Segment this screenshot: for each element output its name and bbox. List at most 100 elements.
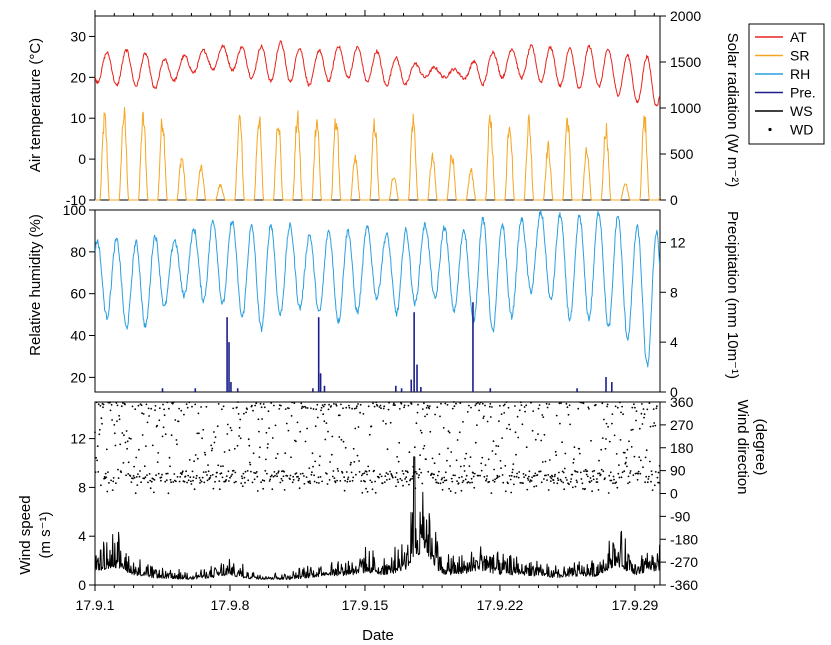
wd-point xyxy=(648,402,651,404)
wd-point xyxy=(231,473,234,476)
wd-point xyxy=(475,402,478,405)
wd-point xyxy=(240,482,243,485)
wd-point xyxy=(348,406,351,409)
wd-point xyxy=(565,402,568,405)
wd-point xyxy=(334,481,337,484)
wd-point xyxy=(365,487,367,490)
wd-point xyxy=(327,408,330,411)
wd-point xyxy=(153,479,156,481)
wd-point xyxy=(365,470,368,473)
wd-point xyxy=(344,479,346,482)
wd-point xyxy=(164,480,167,483)
wd-point xyxy=(631,406,634,409)
wd-point xyxy=(117,477,120,479)
wd-point xyxy=(549,480,552,483)
wd-point xyxy=(118,418,121,421)
wd-point xyxy=(229,426,232,429)
wd-point xyxy=(496,474,499,477)
wd-point xyxy=(125,430,128,432)
wd-point xyxy=(110,479,112,482)
wd-point xyxy=(507,482,509,485)
wd-point xyxy=(111,419,113,421)
wd-point xyxy=(650,480,652,483)
wd-point xyxy=(118,414,120,417)
wd-point xyxy=(425,407,428,409)
wd-point xyxy=(530,401,532,404)
wd-point xyxy=(359,403,362,406)
wd-point xyxy=(531,429,534,432)
wd-point xyxy=(488,480,491,483)
wd-point xyxy=(211,447,214,450)
wd-point xyxy=(616,406,619,409)
wd-point xyxy=(172,481,175,483)
bottom-left-axis-unit: (m s⁻¹) xyxy=(37,511,54,558)
left-tick-label: 20 xyxy=(70,369,86,385)
wd-point xyxy=(598,459,600,462)
wd-point xyxy=(320,409,322,412)
wd-point xyxy=(462,479,465,482)
wd-point xyxy=(497,445,500,448)
wd-point xyxy=(632,474,635,476)
wd-point xyxy=(269,478,272,481)
wd-point xyxy=(494,453,497,455)
wd-point xyxy=(569,480,572,483)
wd-point xyxy=(618,476,621,479)
wd-point xyxy=(299,473,302,475)
wd-point xyxy=(98,433,101,436)
wd-point xyxy=(402,484,404,487)
wd-point xyxy=(657,471,660,474)
wd-point xyxy=(456,480,458,483)
wd-point xyxy=(300,402,303,405)
wd-point xyxy=(369,479,372,482)
wd-point xyxy=(210,449,213,452)
wd-point xyxy=(230,429,233,432)
wd-point xyxy=(448,487,450,490)
wd-point xyxy=(498,420,500,423)
wd-point xyxy=(207,464,209,466)
wd-point xyxy=(303,482,306,485)
wd-point xyxy=(119,443,122,446)
wd-point xyxy=(519,401,522,404)
wd-point xyxy=(99,404,102,407)
wd-point xyxy=(343,476,345,479)
wd-point xyxy=(367,465,370,468)
wd-point xyxy=(374,491,377,494)
wd-point xyxy=(478,409,480,412)
wd-point xyxy=(482,417,485,419)
wd-point xyxy=(314,425,317,428)
wd-point xyxy=(211,473,214,476)
x-tick-label: 17.9.29 xyxy=(612,597,659,613)
wd-point xyxy=(167,492,170,495)
wd-point xyxy=(474,404,477,407)
wd-point xyxy=(604,447,607,450)
wd-point xyxy=(394,404,396,406)
wd-point xyxy=(333,403,335,405)
wd-point xyxy=(282,475,285,478)
wd-point xyxy=(422,447,425,450)
wd-point xyxy=(615,453,618,455)
wd-point xyxy=(113,432,116,435)
wd-point xyxy=(516,472,518,475)
wd-point xyxy=(290,456,292,459)
wd-point xyxy=(221,476,224,479)
left-tick-label: 10 xyxy=(70,110,86,126)
wd-point xyxy=(566,406,569,409)
wd-point xyxy=(533,474,536,477)
right-tick-label: -180 xyxy=(670,531,698,547)
wd-point xyxy=(512,463,515,465)
wd-point xyxy=(576,471,579,473)
wd-point xyxy=(642,408,645,410)
wd-point xyxy=(203,451,206,454)
legend-swatch-wd xyxy=(768,127,772,132)
wd-point xyxy=(255,402,258,405)
wd-point xyxy=(389,470,391,473)
legend-label-at: AT xyxy=(790,29,807,45)
x-tick-label: 17.9.15 xyxy=(342,597,389,613)
legend-label-pre: Pre. xyxy=(790,85,816,101)
wd-point xyxy=(576,481,578,484)
wd-point xyxy=(571,473,574,476)
wd-point xyxy=(473,472,476,475)
wd-point xyxy=(176,476,179,478)
wd-point xyxy=(196,457,199,460)
wd-point xyxy=(326,483,329,485)
